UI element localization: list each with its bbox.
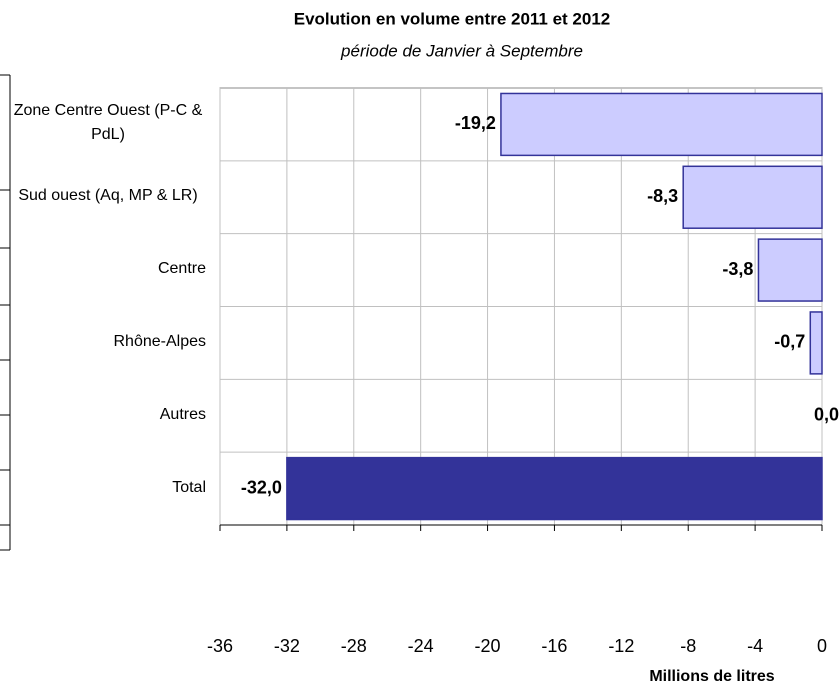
value-label: -0,7 <box>774 332 805 352</box>
x-tick-label: -28 <box>341 636 367 656</box>
bar <box>682 165 823 229</box>
y-tick-label: Centre <box>157 260 206 278</box>
x-tick-label: -16 <box>541 636 567 656</box>
y-tick-label: Rhône-Alpes <box>113 332 207 350</box>
chart-title: Evolution en volume entre 2011 et 2012 <box>294 9 611 28</box>
x-tick-label: -36 <box>207 636 233 656</box>
x-axis-title: Millions de litres <box>649 668 774 685</box>
y-tick-label: Zone Centre Ouest (P-C & PdL) <box>13 102 203 144</box>
bar <box>286 456 823 521</box>
y-tick-label: Sud ouest (Aq, MP & LR) <box>18 187 198 205</box>
bar <box>809 311 823 375</box>
x-tick-label: -24 <box>408 636 434 656</box>
side-table <box>0 74 11 551</box>
x-tick-label: -20 <box>475 636 501 656</box>
x-tick-label: 0 <box>817 636 827 656</box>
x-tick-label: -8 <box>680 636 696 656</box>
x-tick-label: -12 <box>608 636 634 656</box>
y-tick-label: Autres <box>159 405 206 423</box>
value-label: -3,8 <box>722 259 753 279</box>
x-tick-label: -4 <box>747 636 763 656</box>
y-tick-label: Total <box>172 478 206 496</box>
bar <box>500 92 823 157</box>
value-label: -32,0 <box>241 477 282 497</box>
x-tick-label: -32 <box>274 636 300 656</box>
chart-subtitle: période de Janvier à Septembre <box>340 41 583 60</box>
value-label: 0,0 <box>814 405 839 425</box>
value-label: -8,3 <box>647 186 678 206</box>
value-label: -19,2 <box>455 113 496 133</box>
bar <box>757 238 823 302</box>
